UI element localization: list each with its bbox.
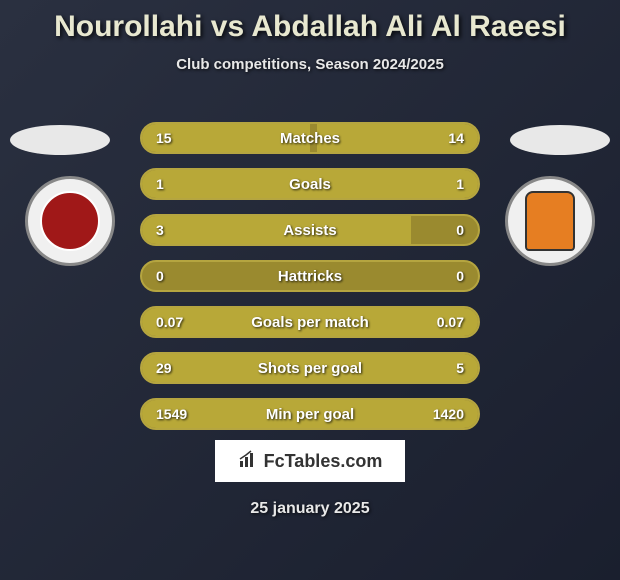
stat-label: Goals — [289, 176, 331, 193]
stat-row: 1549 Min per goal 1420 — [140, 398, 480, 430]
stat-row: 0 Hattricks 0 — [140, 260, 480, 292]
stat-row: 0.07 Goals per match 0.07 — [140, 306, 480, 338]
stat-fill-left — [142, 170, 310, 198]
stat-label: Goals per match — [251, 314, 369, 331]
subtitle: Club competitions, Season 2024/2025 — [0, 56, 620, 73]
stat-label: Matches — [280, 130, 340, 147]
stat-value-left: 29 — [156, 360, 172, 376]
stat-row: 3 Assists 0 — [140, 214, 480, 246]
stat-value-left: 1549 — [156, 406, 187, 422]
team-crest-left — [20, 178, 120, 264]
crest-badge-left — [40, 191, 100, 251]
stat-label: Assists — [283, 222, 336, 239]
stat-value-right: 5 — [456, 360, 464, 376]
stat-value-right: 14 — [448, 130, 464, 146]
stat-value-right: 0.07 — [437, 314, 464, 330]
site-logo: FcTables.com — [215, 440, 405, 482]
stat-value-right: 0 — [456, 222, 464, 238]
stat-row: 15 Matches 14 — [140, 122, 480, 154]
chart-icon — [238, 449, 258, 474]
page-title: Nourollahi vs Abdallah Ali Al Raeesi — [0, 0, 620, 44]
player-oval-left — [10, 125, 110, 155]
player-oval-right — [510, 125, 610, 155]
stat-row: 29 Shots per goal 5 — [140, 352, 480, 384]
date-text: 25 january 2025 — [250, 500, 369, 518]
stat-fill-left — [142, 216, 411, 244]
logo-text: FcTables.com — [264, 451, 383, 472]
stat-value-left: 0.07 — [156, 314, 183, 330]
stats-container: 15 Matches 14 1 Goals 1 3 Assists 0 0 Hattricks 0 0.… — [140, 122, 480, 444]
stat-value-left: 1 — [156, 176, 164, 192]
stat-value-left: 0 — [156, 268, 164, 284]
stat-fill-right — [310, 170, 478, 198]
stat-fill-right — [428, 354, 478, 382]
stat-value-right: 0 — [456, 268, 464, 284]
stat-label: Hattricks — [278, 268, 342, 285]
stat-value-right: 1 — [456, 176, 464, 192]
stat-label: Min per goal — [266, 406, 354, 423]
stat-value-left: 15 — [156, 130, 172, 146]
team-crest-right — [500, 178, 600, 264]
stat-value-right: 1420 — [433, 406, 464, 422]
stat-label: Shots per goal — [258, 360, 362, 377]
crest-badge-right — [525, 191, 575, 251]
stat-value-left: 3 — [156, 222, 164, 238]
stat-row: 1 Goals 1 — [140, 168, 480, 200]
